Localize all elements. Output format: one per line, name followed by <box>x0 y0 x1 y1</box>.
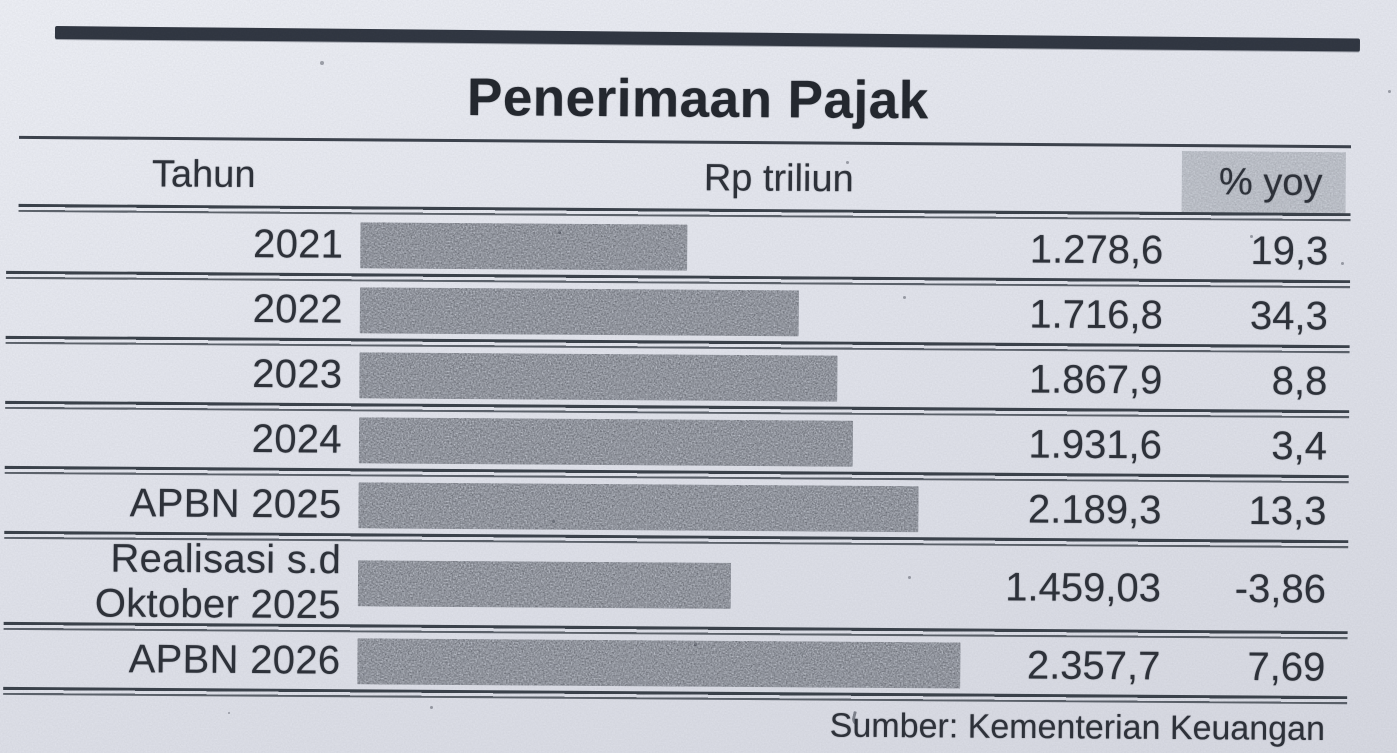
table-row: Realisasi s.d Oktober 2025 1.459,03 -3,8… <box>0 536 1393 640</box>
row-label: Realisasi s.d Oktober 2025 <box>0 535 342 627</box>
row-label: APBN 2026 <box>0 636 341 683</box>
row-label-line1: APBN 2026 <box>128 636 341 683</box>
row-label-line1: 2021 <box>252 221 344 267</box>
row-label-line1: 2023 <box>252 351 343 397</box>
table-row: 2024 1.931,6 3,4 <box>0 409 1394 484</box>
row-label: 2024 <box>0 415 342 462</box>
row-label: 2021 <box>0 220 343 267</box>
row-label: APBN 2025 <box>0 480 342 527</box>
bar-halftone-texture <box>359 351 838 402</box>
column-header-tahun: Tahun <box>151 153 256 197</box>
value-bar <box>358 481 919 532</box>
bar-halftone-texture <box>359 286 799 336</box>
yoy-value: 8,8 <box>1271 358 1328 404</box>
table-row: 2023 1.867,9 8,8 <box>0 344 1395 419</box>
table-row: 2021 1.278,6 19,3 <box>0 214 1395 289</box>
amount-value: 1.867,9 <box>1028 356 1163 402</box>
yoy-value: 7,69 <box>1247 644 1326 690</box>
amount-value: 1.278,6 <box>1029 226 1164 272</box>
amount-value: 2.189,3 <box>1027 486 1162 532</box>
yoy-value: 3,4 <box>1271 423 1328 469</box>
column-header-rp-triliun: Rp triliun <box>703 157 854 201</box>
value-bar <box>360 221 688 271</box>
row-label-line1: APBN 2025 <box>129 480 342 527</box>
row-label-line1: Realisasi s.d <box>110 536 342 582</box>
bar-halftone-texture <box>358 481 919 532</box>
value-bar <box>358 416 854 467</box>
row-label: 2022 <box>0 285 343 332</box>
column-header-yoy: % yoy <box>1218 160 1323 204</box>
yoy-value: -3,86 <box>1234 566 1327 612</box>
amount-value: 1.931,6 <box>1028 421 1163 467</box>
amount-value: 2.357,7 <box>1026 642 1161 688</box>
row-separator <box>3 686 1348 705</box>
source-note: Sumber: Kementerian Keuangan <box>829 706 1326 749</box>
bar-halftone-texture <box>360 221 688 271</box>
table-row: 2022 1.716,8 34,3 <box>0 279 1395 354</box>
row-label-line2: Oktober 2025 <box>94 580 341 627</box>
value-bar <box>359 351 838 402</box>
row-label-line1: 2024 <box>251 416 343 462</box>
row-label: 2023 <box>0 350 343 397</box>
row-label-line1: 2022 <box>252 286 344 332</box>
chart-title: Penerimaan Pajak <box>466 68 929 131</box>
table-body: 2021 1.278,6 19,3 2022 1.716,8 34,3 2023 <box>0 214 1395 705</box>
yoy-header-shade: % yoy <box>1181 151 1346 215</box>
yoy-value: 34,3 <box>1249 293 1328 339</box>
yoy-value: 19,3 <box>1250 228 1329 274</box>
amount-value: 1.716,8 <box>1029 291 1163 337</box>
value-bar <box>357 559 732 609</box>
table-row: APBN 2026 2.357,7 7,69 <box>0 630 1393 705</box>
yoy-value: 13,3 <box>1248 488 1327 534</box>
amount-value: 1.459,03 <box>1005 564 1162 610</box>
bar-halftone-texture <box>357 559 732 609</box>
bar-halftone-texture <box>358 416 854 467</box>
value-bar <box>359 286 799 336</box>
